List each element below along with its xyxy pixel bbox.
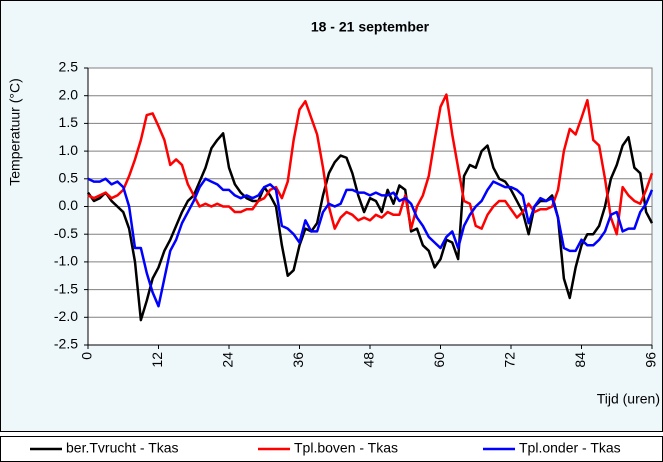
x-axis-title: Tijd (uren): [597, 391, 660, 407]
x-tick-label: 96: [643, 352, 659, 368]
y-tick-label: 1.5: [59, 114, 79, 130]
y-tick-label: 2.5: [59, 59, 79, 75]
series-line: [87, 177, 654, 308]
legend-label: Tpl.onder - Tkas: [519, 440, 621, 456]
legend-label: ber.Tvrucht - Tkas: [66, 440, 179, 456]
y-tick-label: 0.0: [59, 197, 79, 213]
x-tick-label: 36: [290, 352, 306, 368]
x-tick-label: 12: [149, 352, 165, 368]
y-tick-label: -0.5: [54, 225, 78, 241]
y-tick-label: -2.0: [54, 308, 78, 324]
y-tick-label: 1.0: [59, 142, 79, 158]
x-tick-label: 48: [361, 352, 377, 368]
y-tick-label: -1.0: [54, 253, 78, 269]
series-line: [87, 93, 654, 236]
x-tick-label: 24: [220, 352, 236, 368]
y-tick-label: 2.0: [59, 86, 79, 102]
y-tick-label: 0.5: [59, 170, 79, 186]
chart-title: 18 - 21 september: [311, 19, 430, 35]
x-tick-label: 60: [431, 352, 447, 368]
y-axis-title: Temperatuur (°C): [7, 78, 23, 186]
legend-label: Tpl.boven - Tkas: [294, 440, 398, 456]
x-tick-label: 84: [572, 352, 588, 368]
legend: [0, 436, 663, 462]
y-tick-label: -1.5: [54, 280, 78, 296]
y-tick-label: -2.5: [54, 336, 78, 352]
x-tick-label: 0: [79, 352, 95, 360]
x-tick-label: 72: [502, 352, 518, 368]
